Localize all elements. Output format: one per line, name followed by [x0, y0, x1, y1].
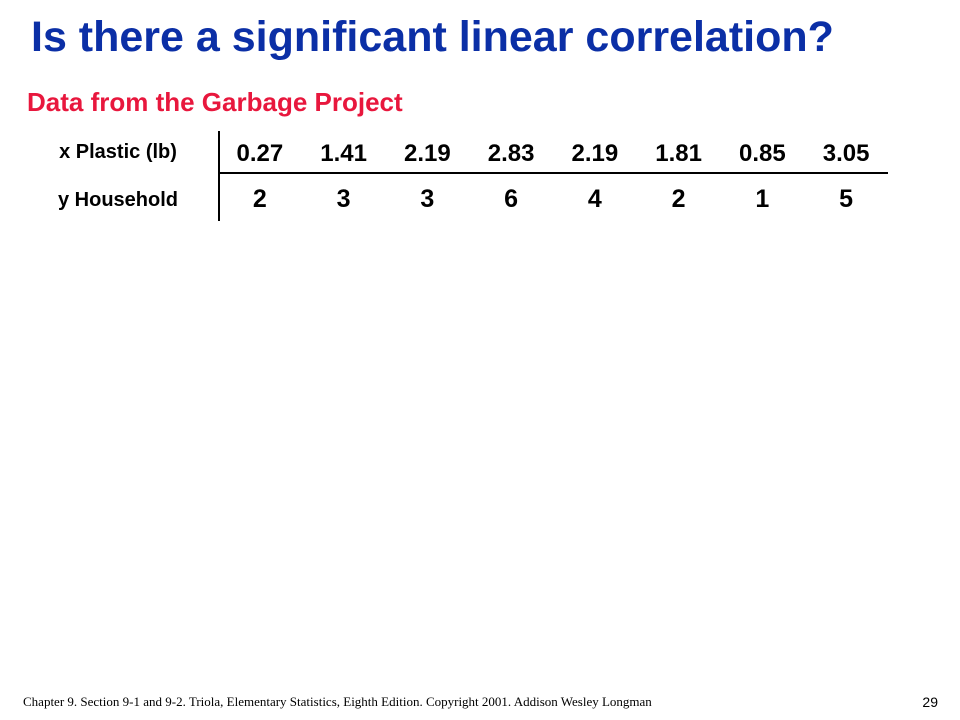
y-value-cell: 5	[839, 185, 854, 213]
x-value-cell: 2.83	[487, 140, 535, 167]
x-value-cell: 0.85	[739, 140, 786, 167]
y-values-row: 2 3 3 6 4 2 1 5	[218, 185, 888, 214]
x-value-cell: 3.05	[822, 140, 870, 167]
x-value-cell: 1.81	[655, 140, 702, 167]
table-vertical-divider	[218, 131, 220, 221]
x-values-row: 0.27 1.41 2.19 2.83 2.19 1.81 0.85 3.05	[218, 140, 888, 168]
y-value-cell: 6	[504, 185, 519, 213]
y-value-cell: 3	[336, 185, 351, 213]
footer-citation: Chapter 9. Section 9-1 and 9-2. Triola, …	[23, 694, 652, 709]
page-number: 29	[922, 694, 938, 710]
y-row-label: y Household	[57, 189, 178, 211]
x-value-cell: 0.27	[236, 140, 284, 167]
slide-title: Is there a significant linear correlatio…	[31, 13, 834, 61]
y-value-cell: 1	[755, 185, 770, 213]
data-table: x Plastic (lb) y Household 0.27 1.41 2.1…	[18, 131, 888, 221]
table-horizontal-divider	[218, 172, 888, 174]
y-value-cell: 2	[252, 185, 267, 213]
x-row-label: x Plastic (lb)	[59, 141, 177, 163]
x-value-cell: 1.41	[320, 140, 367, 167]
y-value-cell: 3	[420, 185, 435, 213]
y-value-cell: 2	[671, 185, 686, 213]
y-value-cell: 4	[587, 185, 602, 213]
slide-subtitle: Data from the Garbage Project	[27, 87, 403, 117]
x-value-cell: 2.19	[571, 140, 619, 167]
x-value-cell: 2.19	[404, 140, 451, 167]
